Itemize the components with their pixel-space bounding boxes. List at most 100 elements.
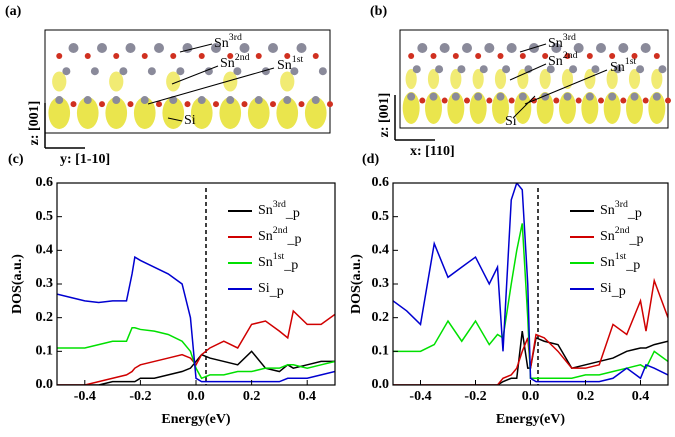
charge-lobe <box>469 92 487 124</box>
atom <box>90 67 99 76</box>
y-axis-label: DOS(a.u.) <box>10 254 25 314</box>
pointer <box>509 63 547 81</box>
atom <box>451 92 460 101</box>
atom <box>408 53 415 59</box>
atom-label: Si <box>505 114 517 129</box>
atom <box>311 96 320 105</box>
atom <box>631 53 638 59</box>
atom <box>147 67 156 76</box>
atom <box>233 67 242 76</box>
atom <box>55 96 64 105</box>
structure-images <box>44 29 671 134</box>
atom <box>213 101 219 108</box>
atom <box>591 65 600 74</box>
atom <box>268 43 278 53</box>
atom <box>255 53 262 59</box>
atom <box>211 43 221 53</box>
charge-lobe <box>626 92 643 124</box>
atom <box>68 43 79 53</box>
y-tick-label: 0.4 <box>372 243 390 258</box>
x-tick-label: 0.0 <box>522 389 540 404</box>
atom <box>97 43 107 53</box>
pointer <box>524 69 608 105</box>
y-tick-label: 0.0 <box>36 377 54 392</box>
atom <box>283 96 292 105</box>
legend-label: Sn1st_p <box>258 251 298 273</box>
atom <box>462 43 472 53</box>
atom <box>239 43 250 53</box>
atom <box>119 67 128 76</box>
atom <box>127 101 134 108</box>
atom <box>140 96 149 105</box>
atom <box>296 43 307 53</box>
atom <box>630 92 639 101</box>
atom <box>486 97 493 104</box>
atom <box>658 65 667 74</box>
y-axis-label: DOS(a.u.) <box>349 254 364 314</box>
atom <box>99 101 105 108</box>
atom <box>542 53 549 59</box>
atom <box>254 96 263 105</box>
atom <box>457 65 466 74</box>
atom <box>298 101 305 108</box>
panel-label: (c) <box>8 152 24 167</box>
atom <box>569 65 578 74</box>
atom <box>261 67 270 76</box>
atom <box>270 101 276 108</box>
atom <box>141 53 148 59</box>
x-tick-label: -0.2 <box>464 389 486 404</box>
y-tick-label: 0.6 <box>372 175 390 190</box>
x-tick-label: 0.4 <box>632 389 650 404</box>
atom <box>439 43 450 53</box>
y-tick-label: 0.2 <box>372 310 390 325</box>
charge-lobe <box>561 69 574 89</box>
charge-lobe <box>628 69 641 89</box>
charge-lobe <box>162 97 185 129</box>
atom <box>125 43 136 53</box>
atom <box>551 43 562 53</box>
atom <box>497 53 504 59</box>
charge-lobe <box>405 69 417 89</box>
charge-lobe <box>52 71 67 92</box>
atom <box>618 43 629 53</box>
y-tick-label: 0.6 <box>36 175 54 190</box>
atom <box>441 97 448 104</box>
atom <box>435 65 444 74</box>
atom <box>154 43 164 53</box>
charge-lobe <box>280 71 295 92</box>
atom <box>227 53 234 59</box>
series-line <box>57 255 335 383</box>
charge-lobe <box>492 92 509 124</box>
atom <box>608 92 617 101</box>
y-tick-label: 0.4 <box>36 243 54 258</box>
atom <box>184 101 191 108</box>
atom <box>586 53 593 59</box>
atom <box>519 53 526 59</box>
charge-lobe <box>651 69 663 89</box>
x-tick-label: -0.4 <box>409 389 431 404</box>
atom <box>546 65 555 74</box>
atom <box>290 67 299 76</box>
charge-lobe <box>247 97 270 129</box>
x-tick-label: 0.2 <box>577 389 595 404</box>
series-line <box>393 277 668 385</box>
atom <box>553 97 560 104</box>
atom <box>84 53 91 59</box>
charge-lobe <box>76 97 99 129</box>
atom <box>170 53 177 59</box>
charge-lobe <box>190 97 213 129</box>
atom <box>430 53 437 59</box>
atom <box>474 92 483 101</box>
atom <box>609 53 616 59</box>
y-tick-label: 0.1 <box>372 344 390 359</box>
charge-lobe <box>425 92 442 124</box>
pointer <box>519 43 547 53</box>
series-line <box>393 183 668 383</box>
atom <box>169 96 178 105</box>
charge-lobe <box>133 97 156 129</box>
legend-label: Si_p <box>600 281 626 299</box>
charge-lobe <box>105 97 128 129</box>
charge-lobe <box>223 71 238 92</box>
x-axis-label: Energy(eV) <box>496 412 566 427</box>
atom <box>502 65 511 74</box>
